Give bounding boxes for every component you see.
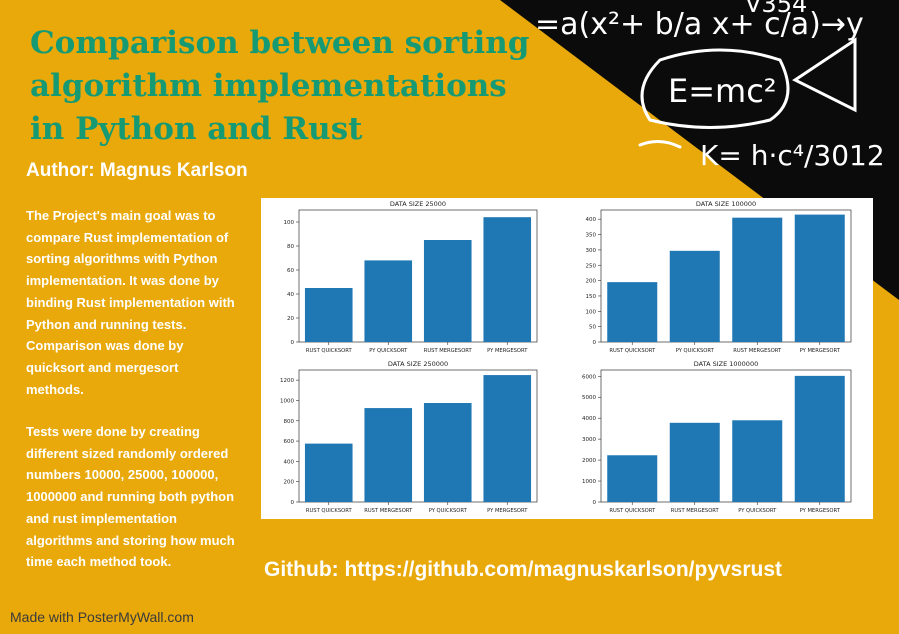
x-tick-label: PY QUICKSORT	[676, 348, 715, 354]
y-tick-label: 40	[287, 292, 294, 298]
x-tick-label: RUST MERGESORT	[733, 348, 782, 354]
x-tick-label: RUST MERGESORT	[424, 348, 473, 354]
bar	[423, 403, 472, 502]
bar	[423, 240, 472, 342]
formula-top: V354	[745, 0, 807, 18]
y-tick-label: 1000	[280, 398, 294, 404]
description-tests: Tests were done by creating different si…	[26, 424, 235, 570]
bar	[669, 250, 720, 342]
bar	[732, 420, 783, 502]
bar	[794, 375, 845, 502]
github-link[interactable]: Github: https://github.com/magnuskarlson…	[264, 558, 783, 581]
chart-title: DATA SIZE 25000	[390, 200, 446, 208]
bar	[304, 288, 353, 342]
chart-title: DATA SIZE 1000000	[694, 360, 758, 368]
bar	[483, 217, 532, 342]
x-tick-label: RUST QUICKSORT	[609, 348, 656, 354]
bar	[483, 375, 532, 502]
y-tick-label: 100	[284, 220, 295, 226]
y-tick-label: 60	[287, 268, 294, 274]
y-tick-label: 400	[586, 217, 597, 223]
bar	[364, 408, 413, 502]
x-tick-label: RUST QUICKSORT	[306, 508, 353, 514]
y-tick-label: 400	[284, 459, 295, 465]
x-tick-label: PY MERGESORT	[487, 348, 528, 354]
y-tick-label: 1000	[582, 479, 596, 485]
plot-frame	[298, 209, 538, 343]
y-tick-label: 20	[287, 316, 294, 322]
y-tick-label: 0	[291, 500, 295, 506]
plot-frame	[600, 369, 852, 503]
plot-frame	[600, 209, 852, 343]
y-tick-label: 200	[586, 279, 597, 285]
x-tick-label: PY MERGESORT	[487, 508, 528, 514]
y-tick-label: 1200	[280, 378, 294, 384]
x-tick-label: PY MERGESORT	[800, 348, 841, 354]
y-tick-label: 800	[284, 419, 295, 425]
x-tick-label: RUST MERGESORT	[364, 508, 413, 514]
bar	[607, 455, 658, 502]
y-tick-label: 4000	[582, 416, 596, 422]
author-label: Author: Magnus Karlson	[26, 160, 248, 181]
x-tick-label: PY MERGESORT	[800, 508, 841, 514]
y-tick-label: 350	[586, 233, 597, 239]
bar	[794, 214, 845, 342]
y-tick-label: 300	[586, 248, 597, 254]
chart-title: DATA SIZE 250000	[388, 360, 448, 368]
x-tick-label: PY QUICKSORT	[369, 348, 408, 354]
y-tick-label: 100	[586, 309, 597, 315]
x-tick-label: PY QUICKSORT	[429, 508, 468, 514]
bar	[304, 443, 353, 502]
x-tick-label: RUST QUICKSORT	[609, 508, 656, 514]
y-tick-label: 5000	[582, 395, 596, 401]
x-tick-label: RUST MERGESORT	[671, 508, 720, 514]
made-with-label: Made with PosterMyWall.com	[10, 609, 194, 625]
plot-frame	[298, 369, 538, 503]
y-tick-label: 200	[284, 480, 295, 486]
y-tick-label: 6000	[582, 374, 596, 380]
chart-title: DATA SIZE 100000	[696, 200, 756, 208]
formula-emc2: E=mc²	[668, 72, 777, 110]
poster-title: Comparison between sorting algorithm imp…	[30, 25, 530, 147]
bar	[364, 260, 413, 342]
x-tick-label: RUST QUICKSORT	[306, 348, 353, 354]
y-tick-label: 3000	[582, 437, 596, 443]
description-goal: The Project's main goal was to compare R…	[26, 208, 235, 397]
y-tick-label: 0	[593, 500, 597, 506]
y-tick-label: 250	[586, 263, 597, 269]
x-tick-label: PY QUICKSORT	[738, 508, 777, 514]
y-tick-label: 0	[593, 340, 597, 346]
y-tick-label: 150	[586, 294, 597, 300]
bar	[607, 282, 658, 342]
bar	[732, 217, 783, 342]
y-tick-label: 50	[589, 325, 596, 331]
bar	[669, 422, 720, 502]
formula-k: K= h·c⁴/3012	[700, 139, 885, 172]
y-tick-label: 80	[287, 244, 294, 250]
y-tick-label: 0	[291, 340, 295, 346]
formula-quadratic: =a(x²+ b/a x+ c/a)→y	[535, 7, 864, 42]
y-tick-label: 2000	[582, 458, 596, 464]
y-tick-label: 600	[284, 439, 295, 445]
